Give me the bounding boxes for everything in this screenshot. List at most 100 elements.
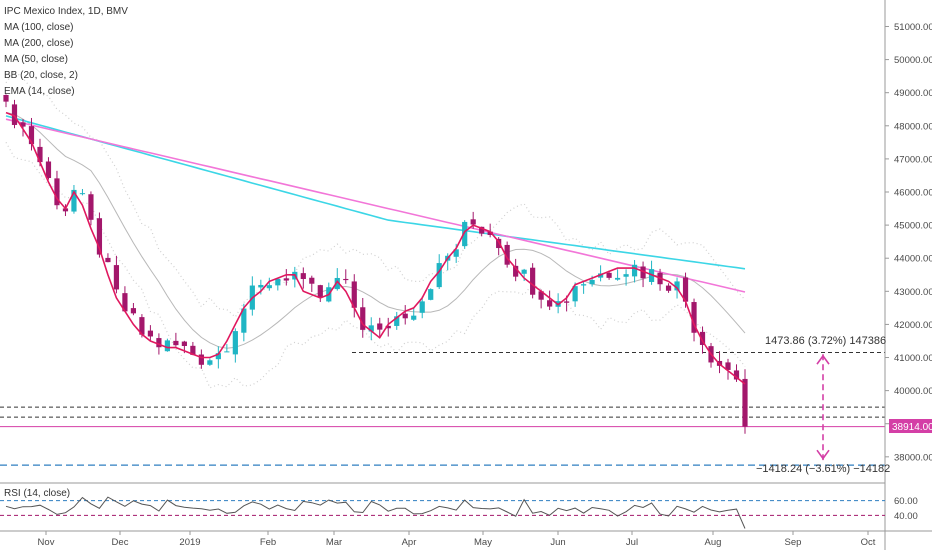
candle-body — [538, 291, 544, 300]
candle-body — [640, 266, 646, 279]
price-axis[interactable]: 38000.0039000.0040000.0041000.0042000.00… — [884, 0, 932, 550]
candle-body — [54, 178, 60, 206]
price-tick-label: 45000.00 — [894, 221, 932, 232]
candle-body — [623, 274, 629, 277]
price-tick-label: 40000.00 — [894, 386, 932, 397]
candle-body — [606, 272, 612, 278]
price-tick-label: 46000.00 — [894, 188, 932, 199]
candle-body — [20, 122, 26, 127]
candle-body — [725, 362, 731, 370]
candle-body — [283, 278, 289, 281]
candle-body — [513, 265, 519, 277]
ma-100-line — [5, 115, 746, 270]
candle-body — [521, 269, 527, 274]
candle-body — [377, 323, 383, 330]
bollinger-bands — [5, 69, 746, 389]
upper-measure-label: 1473.86 (3.72%) 147386 — [765, 335, 886, 347]
candle-body — [665, 285, 672, 291]
candle-body — [258, 284, 264, 288]
time-tick-label: Dec — [112, 537, 129, 548]
measure-tool — [816, 354, 830, 461]
time-tick-label: Aug — [705, 537, 722, 548]
price-tick-label: 42000.00 — [894, 320, 932, 331]
candle-body — [3, 95, 9, 102]
bb-lower — [5, 142, 746, 389]
time-tick-label: Apr — [402, 537, 417, 548]
candle-body — [79, 193, 86, 195]
candle-body — [742, 378, 748, 427]
candle-body — [62, 208, 69, 212]
candle-body — [631, 264, 638, 277]
candle-body — [215, 353, 221, 360]
time-tick-label: Jul — [626, 537, 638, 548]
candle-body — [385, 325, 391, 329]
price-tick-label: 49000.00 — [894, 88, 932, 99]
horizontal-levels — [0, 352, 885, 466]
price-tick-label: 38000.00 — [894, 452, 932, 463]
price-tick-label: 48000.00 — [894, 121, 932, 132]
candle-body — [96, 218, 103, 255]
candle-body — [130, 308, 137, 314]
candle-body — [147, 330, 154, 337]
time-tick-label: Feb — [260, 537, 276, 548]
candle-body — [113, 265, 120, 290]
measure-arrowhead-down — [816, 449, 830, 460]
candle-body — [589, 279, 595, 285]
candle-body — [105, 257, 111, 263]
time-axis[interactable]: Nov Dec 2019 Feb Mar Apr May Jun Jul Aug Sep Oct — [0, 530, 932, 548]
candle-body — [496, 238, 502, 249]
legend-ma200[interactable]: MA (200, close) — [4, 38, 74, 49]
price-tick-label: 43000.00 — [894, 287, 932, 298]
candle-body — [45, 161, 52, 178]
candle-body — [733, 370, 740, 380]
candle-body — [207, 360, 213, 365]
ema-line — [5, 111, 746, 385]
candle-body — [674, 281, 680, 291]
candle-body — [232, 331, 238, 355]
candle-body — [453, 249, 459, 257]
last-price-label: 38914.00 — [892, 422, 932, 433]
candle-body — [190, 345, 196, 355]
time-tick-label: Mar — [326, 537, 342, 548]
candle-body — [462, 221, 468, 247]
candle-body — [394, 316, 400, 326]
ma-50-line — [5, 112, 746, 349]
candle-body — [198, 354, 204, 365]
candle-body — [411, 315, 417, 320]
candle-body — [275, 278, 281, 286]
candle-body — [334, 277, 340, 290]
candle-body — [139, 317, 145, 335]
candle-body — [181, 341, 187, 347]
candle-body — [691, 302, 697, 333]
time-tick-label: Jun — [550, 537, 565, 548]
legend-title[interactable]: IPC Mexico Index, 1D, BMV — [4, 6, 128, 17]
candle-body — [368, 325, 374, 332]
indicator-legend: IPC Mexico Index, 1D, BMV MA (100, close… — [4, 4, 128, 100]
candle-body — [343, 278, 349, 281]
legend-bb[interactable]: BB (20, close, 2) — [4, 70, 78, 81]
candle-body — [699, 331, 706, 345]
candle-body — [614, 277, 621, 280]
candle-body — [547, 300, 553, 307]
legend-ma50[interactable]: MA (50, close) — [4, 54, 68, 65]
price-tick-label: 50000.00 — [894, 55, 932, 66]
time-tick-label: 2019 — [179, 537, 200, 548]
last-price-tag — [889, 419, 932, 433]
legend-ma100[interactable]: MA (100, close) — [4, 22, 74, 33]
candle-body — [436, 263, 442, 288]
candle-body — [351, 281, 357, 308]
price-tick-label: 41000.00 — [894, 353, 932, 364]
measure-arrowhead-up — [816, 354, 830, 365]
price-tick-label: 44000.00 — [894, 254, 932, 265]
candle-body — [479, 226, 485, 234]
candle-body — [402, 313, 408, 319]
rsi-line — [5, 496, 746, 529]
price-tick-label: 51000.00 — [894, 22, 932, 33]
ma-200-line — [5, 118, 746, 293]
rsi-legend[interactable]: RSI (14, close) — [4, 488, 71, 499]
rsi-tick-label: 60.00 — [894, 496, 918, 507]
candle-body — [309, 277, 315, 284]
candle-body — [241, 308, 247, 333]
legend-ema[interactable]: EMA (14, close) — [4, 86, 75, 97]
